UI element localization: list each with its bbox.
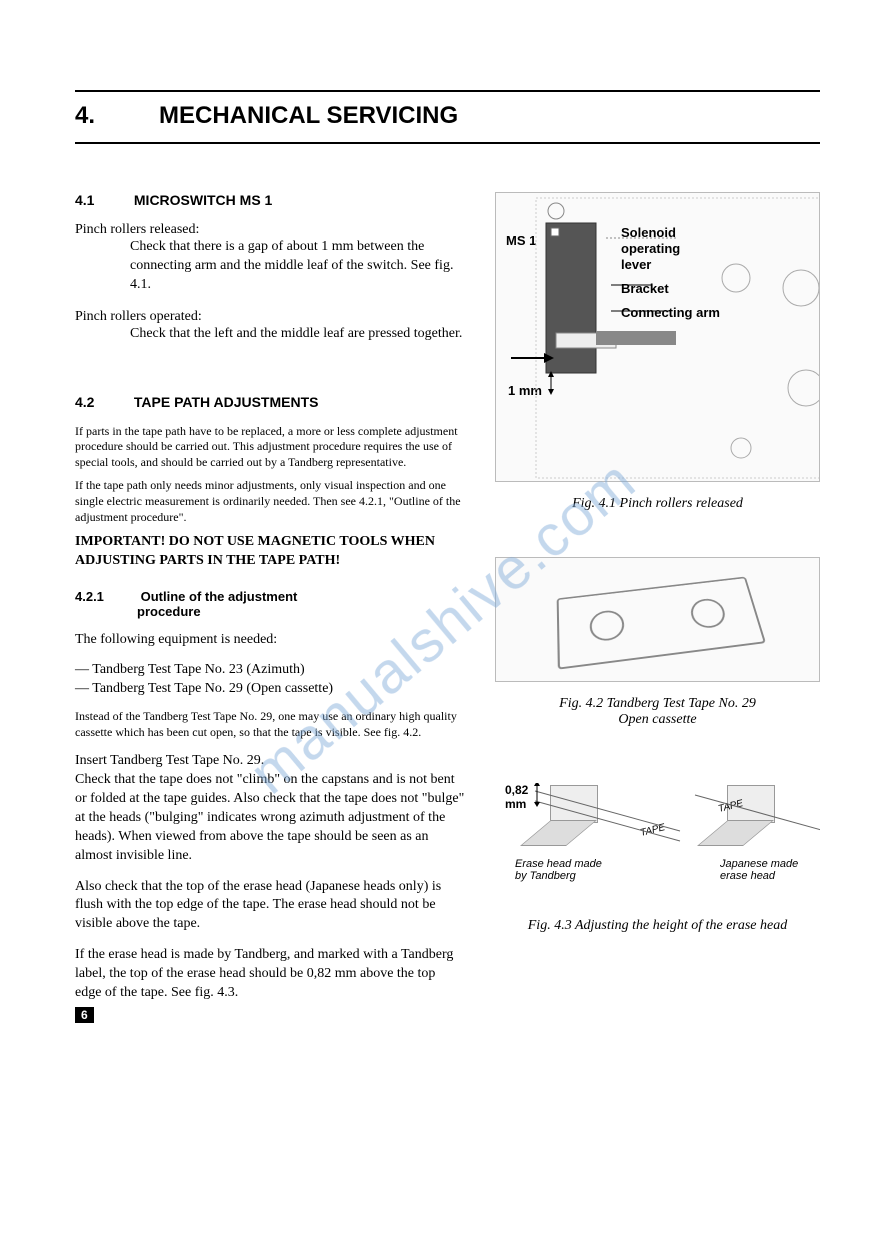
subsec-title-l1: Outline of the adjustment <box>141 589 298 604</box>
equip-intro: The following equipment is needed: <box>75 631 465 650</box>
figure-4-2-caption: Fig. 4.2 Tandberg Test Tape No. 29 Open … <box>495 696 820 728</box>
fig43-right-label: Japanese made erase head <box>720 858 798 882</box>
content-columns: 4.1 MICROSWITCH MS 1 Pinch rollers relea… <box>75 192 820 1024</box>
sec421-p5: If the erase head is made by Tandberg, a… <box>75 946 465 1003</box>
section-4-1-heading: 4.1 MICROSWITCH MS 1 <box>75 192 465 208</box>
section-num: 4.1 <box>75 192 130 208</box>
chapter-number: 4. <box>75 102 155 130</box>
subsec-title-l2: procedure <box>137 604 201 619</box>
chapter-title: MECHANICAL SERVICING <box>159 102 458 130</box>
right-column: MS 1 Solenoid operating lever Bracket Co… <box>495 192 820 1024</box>
cassette-drawing <box>556 576 765 669</box>
fig41-diagram-svg <box>496 193 819 481</box>
operated-body: Check that the left and the middle leaf … <box>130 325 465 344</box>
figure-4-2 <box>495 557 820 682</box>
section-title: MICROSWITCH MS 1 <box>134 192 272 208</box>
sec421-note: Instead of the Tandberg Test Tape No. 29… <box>75 709 465 740</box>
list-item: — Tandberg Test Tape No. 29 (Open casset… <box>75 679 465 699</box>
released-heading: Pinch rollers released: <box>75 222 465 238</box>
chapter-header: 4. MECHANICAL SERVICING <box>75 98 820 144</box>
section-4-2-1-heading: 4.2.1 Outline of the adjustment procedur… <box>75 589 465 619</box>
page-number: 6 <box>75 1007 94 1023</box>
section-title: TAPE PATH ADJUSTMENTS <box>134 394 319 410</box>
subsec-num: 4.2.1 <box>75 589 137 604</box>
list-item: — Tandberg Test Tape No. 23 (Azimuth) <box>75 660 465 680</box>
top-rule <box>75 90 820 92</box>
left-column: 4.1 MICROSWITCH MS 1 Pinch rollers relea… <box>75 192 465 1024</box>
section-4-2-heading: 4.2 TAPE PATH ADJUSTMENTS <box>75 394 465 410</box>
section-num: 4.2 <box>75 394 130 410</box>
operated-heading: Pinch rollers operated: <box>75 309 465 325</box>
figure-4-3: 0,82 mm TAPE TAPE Erase head made by Tan… <box>495 773 820 888</box>
released-body: Check that there is a gap of about 1 mm … <box>130 238 465 295</box>
figure-4-1-caption: Fig. 4.1 Pinch rollers released <box>495 496 820 512</box>
sec42-p2: If the tape path only needs minor adjust… <box>75 478 465 525</box>
important-warning: IMPORTANT! DO NOT USE MAGNETIC TOOLS WHE… <box>75 533 465 571</box>
fig43-left-label: Erase head made by Tandberg <box>515 858 602 882</box>
fig43-lines-svg <box>495 783 820 853</box>
sec42-p1: If parts in the tape path have to be rep… <box>75 424 465 471</box>
figure-4-3-caption: Fig. 4.3 Adjusting the height of the era… <box>495 918 820 934</box>
figure-4-1: MS 1 Solenoid operating lever Bracket Co… <box>495 192 820 482</box>
sec421-p4: Also check that the top of the erase hea… <box>75 878 465 935</box>
sec421-p3: Insert Tandberg Test Tape No. 29. Check … <box>75 752 465 865</box>
